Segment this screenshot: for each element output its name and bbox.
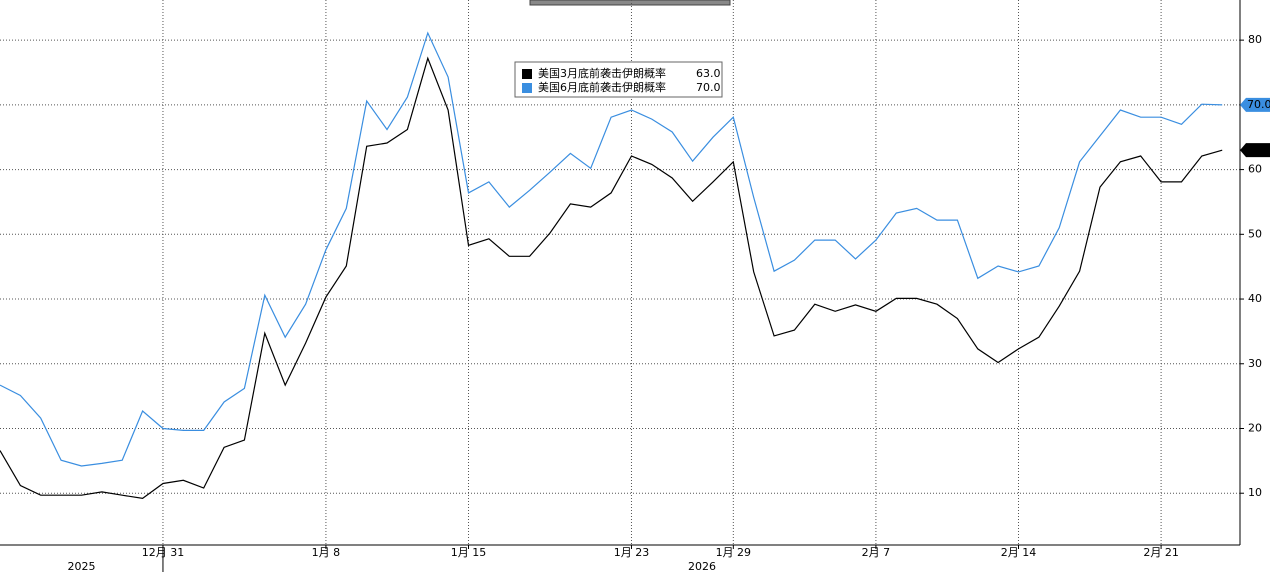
legend-value: 70.0 — [696, 81, 721, 94]
y-tick-label: 80 — [1248, 33, 1262, 46]
y-tick-label: 40 — [1248, 292, 1262, 305]
end-tag-label: 63.0 — [1247, 143, 1270, 156]
y-tick-label: 30 — [1248, 357, 1262, 370]
year-label: 2025 — [67, 560, 95, 572]
end-tag — [1240, 143, 1270, 158]
end-tag-label: 70.0 — [1247, 98, 1270, 111]
x-tick-label: 1月 15 — [451, 546, 487, 559]
end-tag — [1240, 97, 1270, 112]
y-tick-label: 10 — [1248, 486, 1262, 499]
legend-label: 美国6月底前袭击伊朗概率 — [538, 80, 666, 94]
legend-swatch — [522, 69, 532, 79]
x-tick-label: 1月 29 — [716, 546, 752, 559]
legend: 美国3月底前袭击伊朗概率 63.0 美国6月底前袭击伊朗概率 70.0 — [514, 61, 723, 98]
x-tick-label: 2月 7 — [862, 546, 891, 559]
tooltip-fragment — [529, 0, 731, 6]
legend-swatch — [522, 83, 532, 93]
y-tick-label: 50 — [1248, 227, 1262, 240]
year-label: 2026 — [688, 560, 716, 572]
x-tick-label: 2月 21 — [1143, 546, 1179, 559]
line-series — [0, 31, 1223, 467]
y-tick-label: 20 — [1248, 421, 1262, 434]
y-tick-label: 60 — [1248, 163, 1262, 176]
line-series — [0, 56, 1223, 500]
x-tick-label: 1月 23 — [614, 546, 650, 559]
legend-value: 63.0 — [696, 67, 721, 80]
legend-label: 美国3月底前袭击伊朗概率 — [538, 66, 666, 80]
x-tick-label: 2月 14 — [1001, 546, 1037, 559]
legend-box — [514, 61, 723, 98]
x-tick-label: 1月 8 — [312, 546, 341, 559]
